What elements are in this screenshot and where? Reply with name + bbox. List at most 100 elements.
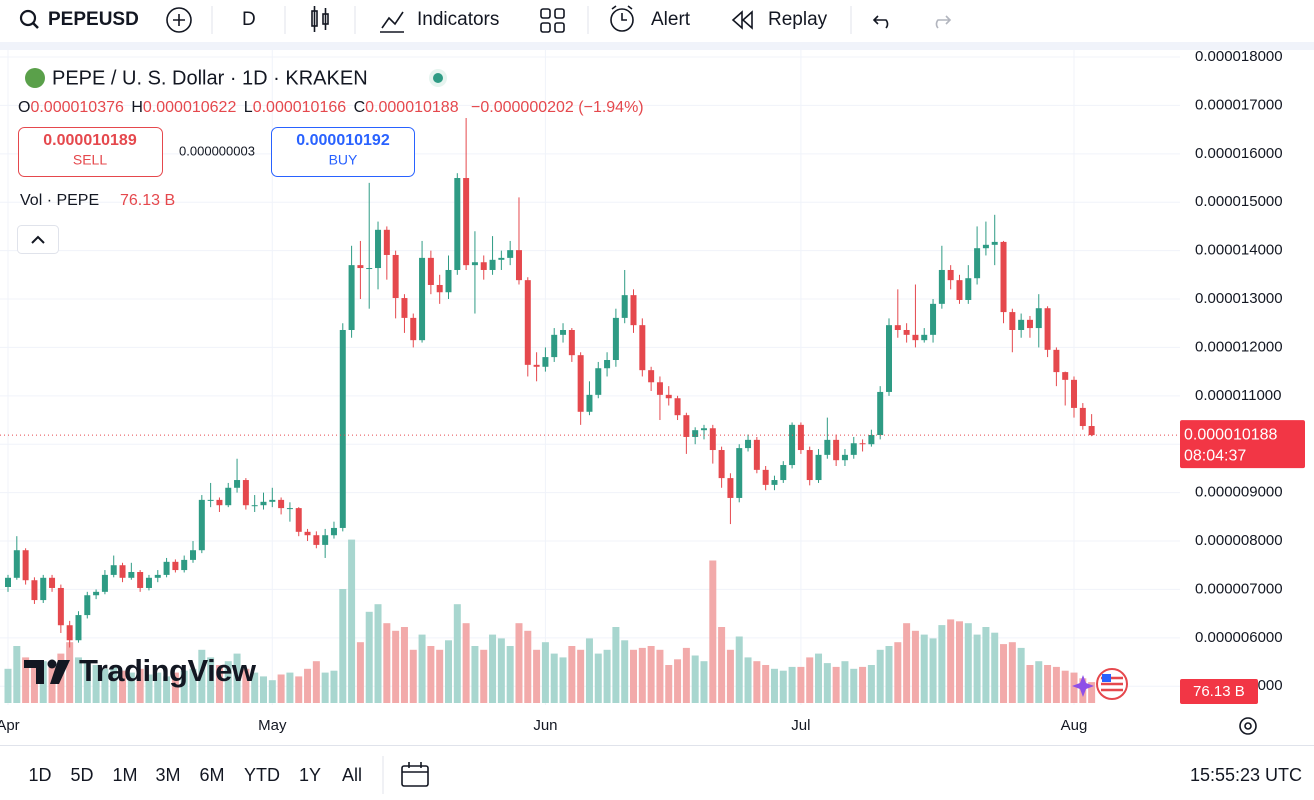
candle-body bbox=[295, 508, 302, 532]
y-tick-label: 0.000006000 bbox=[1195, 629, 1283, 646]
candle-body bbox=[515, 250, 522, 281]
volume-bar bbox=[462, 623, 470, 703]
candle-body bbox=[375, 229, 382, 269]
candle-body bbox=[921, 334, 928, 341]
redo[interactable] bbox=[935, 15, 952, 29]
volume-bar bbox=[163, 676, 171, 703]
volume-bar bbox=[867, 665, 875, 703]
candle-body bbox=[1035, 308, 1042, 329]
timeframe-button[interactable]: 5D bbox=[70, 765, 93, 785]
volume-bar bbox=[550, 653, 558, 703]
price-badge bbox=[1180, 420, 1305, 469]
candle-body bbox=[49, 577, 56, 588]
timeframe-button[interactable]: YTD bbox=[244, 765, 280, 785]
date-range-icon[interactable] bbox=[401, 762, 429, 787]
candle-body bbox=[1026, 319, 1033, 329]
timeframe-button[interactable]: 1D bbox=[28, 765, 51, 785]
indicators-button[interactable]: Indicators bbox=[417, 9, 499, 30]
candle-body bbox=[1062, 372, 1069, 380]
legend-title: PEPE / U. S. Dollar · 1D · KRAKEN bbox=[52, 67, 368, 89]
y-tick-label: 0.000007000 bbox=[1195, 580, 1283, 597]
candle-body bbox=[498, 257, 505, 260]
x-tick-label: Aug bbox=[1061, 717, 1088, 734]
volume-bar bbox=[1052, 666, 1060, 703]
search-icon[interactable] bbox=[19, 9, 37, 27]
candle-body bbox=[612, 317, 619, 361]
candle-body bbox=[348, 265, 355, 330]
volume-bar bbox=[603, 649, 611, 703]
volume-bar bbox=[136, 668, 144, 703]
volume-bar bbox=[74, 657, 82, 703]
candle-body bbox=[101, 574, 108, 592]
volume-bar bbox=[506, 646, 514, 703]
candle-body bbox=[639, 325, 646, 371]
candle-body bbox=[1000, 241, 1007, 313]
layouts-icon[interactable] bbox=[540, 8, 565, 33]
y-tick-label: 0.000016000 bbox=[1195, 145, 1283, 162]
volume-bar bbox=[383, 623, 391, 703]
market-status[interactable] bbox=[433, 73, 443, 83]
h-value: 0.000010622 bbox=[143, 99, 237, 116]
price-badge-price: 0.000010188 bbox=[1184, 426, 1278, 443]
y-tick-label: 0.000008000 bbox=[1195, 532, 1283, 549]
volume-bar bbox=[453, 604, 461, 703]
candle-body bbox=[894, 325, 901, 330]
candle-body bbox=[128, 571, 135, 578]
settings-gear[interactable] bbox=[1239, 717, 1257, 735]
replay-icon bbox=[731, 10, 753, 30]
candle-body bbox=[1009, 312, 1016, 330]
candle-body bbox=[40, 577, 47, 601]
undo[interactable] bbox=[872, 15, 889, 29]
ohlc: O0.000010376 H0.000010622 L0.000010166 C… bbox=[18, 99, 644, 116]
candle-body bbox=[789, 424, 796, 466]
collapse-button[interactable] bbox=[17, 225, 59, 254]
candle-body bbox=[366, 268, 373, 270]
timeframe-button[interactable]: 1Y bbox=[299, 765, 321, 785]
interval[interactable]: D bbox=[242, 9, 256, 30]
candle-body bbox=[956, 280, 963, 300]
y-tick-label: 0.000012000 bbox=[1195, 338, 1283, 355]
timeframe-button[interactable]: 1M bbox=[112, 765, 137, 785]
volume-bar bbox=[832, 666, 840, 703]
y-tick-label: 0.000013000 bbox=[1195, 290, 1283, 307]
timeframe-button[interactable]: 6M bbox=[199, 765, 224, 785]
volume-bar bbox=[982, 627, 990, 703]
volume-bar bbox=[594, 653, 602, 703]
candle-body bbox=[780, 465, 787, 481]
spread: 0.000000003 bbox=[179, 143, 255, 158]
volume-bar bbox=[30, 665, 38, 703]
logo-slash bbox=[50, 660, 70, 684]
volume-bar bbox=[365, 611, 373, 703]
add-symbol[interactable] bbox=[166, 7, 192, 33]
volume-bar bbox=[938, 625, 946, 703]
chart-type-icon[interactable] bbox=[311, 6, 329, 32]
symbol[interactable]: PEPEUSD bbox=[48, 9, 139, 30]
sparkle[interactable] bbox=[1072, 675, 1094, 697]
candle-body bbox=[278, 499, 285, 509]
timeframe-button[interactable]: All bbox=[342, 765, 362, 785]
volume-bar bbox=[83, 661, 91, 703]
volume-bar bbox=[621, 640, 629, 703]
volume-bar bbox=[259, 676, 267, 703]
logo-text: TradingView bbox=[79, 653, 257, 688]
watermark: TradingView bbox=[24, 653, 257, 688]
alert-button[interactable]: Alert bbox=[651, 9, 691, 30]
volume-bar bbox=[850, 668, 858, 703]
candle-body bbox=[630, 295, 637, 326]
clock[interactable]: 15:55:23 UTC bbox=[1190, 765, 1302, 785]
candle-body bbox=[806, 450, 813, 481]
volume-bar bbox=[991, 632, 999, 703]
volume-bar bbox=[770, 668, 778, 703]
buy-button[interactable] bbox=[271, 127, 415, 177]
volume-bar bbox=[101, 668, 109, 703]
x-tick-label: Jun bbox=[533, 717, 557, 734]
candle-body bbox=[234, 480, 241, 488]
sell-button[interactable] bbox=[18, 127, 163, 177]
timeframe-button[interactable]: 3M bbox=[155, 765, 180, 785]
replay-button[interactable]: Replay bbox=[768, 9, 828, 30]
y-tick-label: 0.000015000 bbox=[1195, 193, 1283, 210]
volume-bar bbox=[489, 634, 497, 703]
volume-bar bbox=[744, 657, 752, 703]
volume-bar bbox=[682, 647, 690, 703]
candle-body bbox=[410, 317, 417, 341]
